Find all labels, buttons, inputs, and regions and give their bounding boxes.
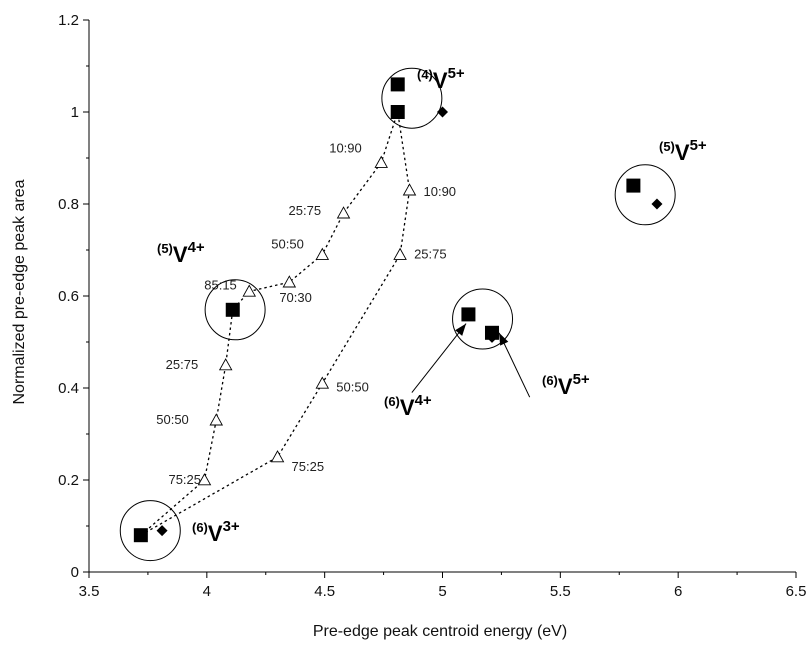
mixing-ratio-label: 50:50 — [336, 379, 369, 394]
mixing-ratio-label: 10:90 — [424, 184, 457, 199]
axes — [83, 19, 797, 578]
site-coordination: (6) — [384, 394, 400, 409]
triangle-point — [402, 183, 417, 196]
mixing-ratio-label: 25:75 — [414, 247, 447, 262]
y-tick-label: 0.8 — [58, 196, 79, 213]
triangle-point — [270, 450, 285, 463]
arrow-line — [411, 323, 467, 393]
triangle-point — [336, 206, 351, 219]
triangle-point — [374, 155, 388, 168]
mixing-ratio-label: 75:25 — [292, 459, 325, 474]
reference-circle — [204, 279, 266, 341]
mixing-ratio-label: 50:50 — [156, 412, 189, 427]
site-valence: 3+ — [223, 518, 240, 535]
mixing-ratio-label: 70:30 — [279, 290, 312, 305]
site-label-v6-3: (6)V3+ — [192, 518, 240, 546]
site-labels: (4)V5+(5)V5+(5)V4+(6)V4+(6)V5+(6)V3+ — [157, 65, 707, 546]
site-label-v6-5: (6)V5+ — [542, 371, 590, 399]
triangle-point — [242, 284, 257, 297]
site-valence: 5+ — [448, 65, 465, 82]
x-tick-label: 6 — [674, 583, 682, 600]
site-label-v6-4: (6)V4+ — [384, 392, 432, 420]
site-valence: 4+ — [188, 239, 205, 256]
diamond-marker — [437, 106, 448, 118]
square-marker — [225, 302, 240, 317]
reference-circles — [119, 67, 676, 562]
triangle-point — [393, 247, 407, 260]
x-tick-label: 4.5 — [314, 583, 335, 600]
triangle-point — [197, 473, 212, 486]
triangle-point — [209, 413, 224, 426]
site-label-v4-5: (4)V5+ — [417, 65, 465, 93]
square-marker — [133, 528, 148, 543]
square-marker — [390, 77, 405, 92]
y-tick-label: 0.6 — [58, 288, 79, 305]
triangle-point — [315, 376, 330, 389]
y-tick-label: 1.2 — [58, 12, 79, 29]
square-marker — [626, 178, 641, 193]
x-tick-label: 4 — [203, 583, 211, 600]
mixing-ratio-label: 75:25 — [168, 472, 201, 487]
reference-circle — [381, 67, 443, 129]
y-tick-label: 0.2 — [58, 472, 79, 489]
site-element: V — [208, 521, 223, 546]
y-tick-label: 0 — [71, 564, 79, 581]
arrow-head — [455, 323, 467, 336]
site-coordination: (6) — [192, 520, 208, 535]
triangle-point — [282, 275, 297, 288]
diamond-marker — [651, 198, 663, 210]
arrow-head — [499, 332, 509, 346]
mixing-ratio-label: 10:90 — [329, 141, 362, 156]
annotation-arrows — [411, 323, 531, 398]
site-label-v5-4: (5)V4+ — [157, 239, 205, 267]
site-valence: 4+ — [415, 392, 432, 409]
site-coordination: (5) — [157, 241, 173, 256]
site-element: V — [433, 68, 448, 93]
mixing-ratio-label: 25:75 — [166, 357, 199, 372]
x-tick-label: 5 — [438, 583, 446, 600]
site-coordination: (6) — [542, 373, 558, 388]
site-element: V — [400, 395, 415, 420]
site-element: V — [173, 242, 188, 267]
triangle-point — [315, 247, 330, 260]
x-axis-label: Pre-edge peak centroid energy (eV) — [313, 623, 567, 640]
y-tick-label: 0.4 — [58, 380, 79, 397]
x-tick-label: 6.5 — [786, 583, 807, 600]
tick-labels: 3.5 4 4.5 5 5.5 6 6.5 0 0.2 0.4 0.6 0.8 1 1.2 — [58, 12, 806, 600]
triangle-point — [218, 358, 233, 371]
mixing-lines: 75:25 50:50 25:75 85:15 70:30 50:50 25:75 10:90… — [140, 111, 457, 536]
mixing-ratio-label: 50:50 — [271, 237, 304, 252]
site-valence: 5+ — [690, 137, 707, 154]
reference-circle — [119, 500, 181, 562]
mixing-ratio-label: 85:15 — [204, 277, 237, 292]
reference-circle — [452, 288, 514, 350]
x-tick-label: 5.5 — [550, 583, 571, 600]
site-label-v5-5: (5)V5+ — [659, 137, 707, 165]
site-coordination: (4) — [417, 67, 433, 82]
site-valence: 5+ — [573, 371, 590, 388]
square-marker — [390, 105, 405, 119]
site-element: V — [675, 140, 690, 165]
square-marker — [461, 307, 476, 322]
y-axis-label: Normalized pre-edge peak area — [11, 179, 28, 404]
diamond-marker — [486, 331, 498, 343]
y-tick-label: 1 — [71, 104, 79, 121]
mixing-ratio-label: 25:75 — [289, 203, 322, 218]
x-tick-label: 3.5 — [79, 583, 100, 600]
site-coordination: (5) — [659, 139, 675, 154]
site-element: V — [558, 374, 573, 399]
reference-markers — [133, 77, 663, 543]
diamond-marker — [156, 525, 168, 537]
reference-circle — [614, 164, 676, 226]
